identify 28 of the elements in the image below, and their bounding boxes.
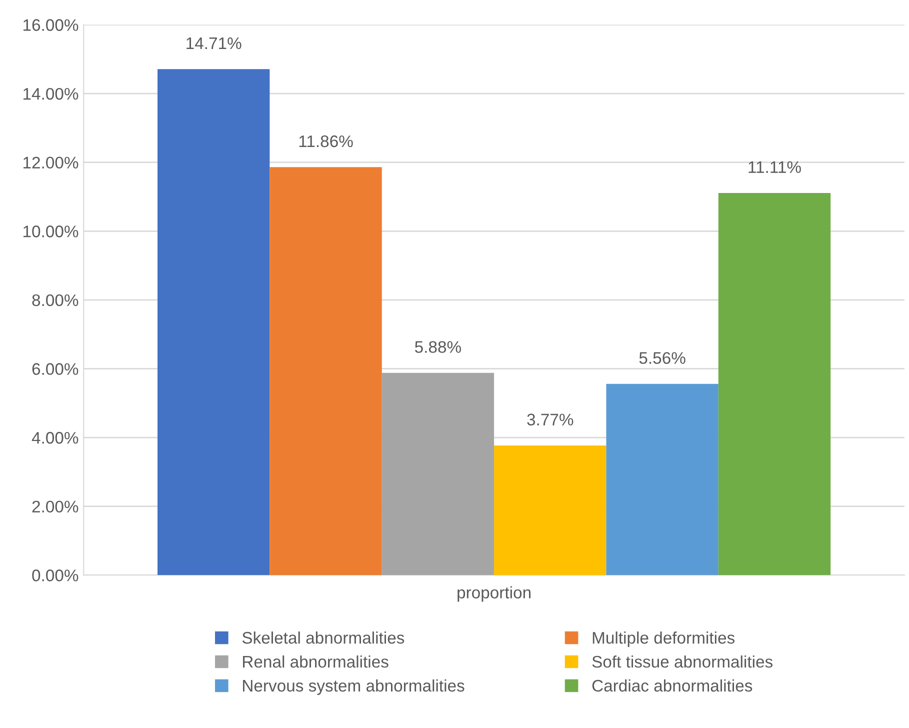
y-tick-label: 14.00%	[24, 88, 78, 100]
bar	[606, 384, 718, 576]
data-label: 11.86%	[299, 135, 353, 148]
bar	[270, 167, 382, 576]
legend-label: Renal abnormalities	[243, 655, 388, 668]
y-tick-label: 2.00%	[32, 500, 78, 513]
legend-label: Cardiac abnormalities	[592, 679, 752, 692]
y-tick-label: 10.00%	[24, 226, 78, 238]
data-label: 11.11%	[748, 161, 801, 173]
y-tick-label: 16.00%	[24, 19, 78, 31]
data-label: 5.56%	[639, 352, 686, 364]
data-label: 3.77%	[527, 414, 574, 426]
y-tick-label: 0.00%	[32, 570, 78, 582]
y-tick-label: 8.00%	[32, 294, 78, 306]
legend-label: Multiple deformities	[592, 631, 735, 648]
legend-label: Nervous system abnormalities	[243, 679, 464, 695]
bar	[382, 372, 494, 576]
bar	[718, 192, 831, 576]
bar	[158, 69, 270, 576]
bar	[494, 445, 606, 576]
x-tick-label: proportion	[458, 586, 530, 602]
data-label: 5.88%	[414, 341, 461, 353]
y-tick-label: 6.00%	[32, 363, 78, 375]
legend-label: Skeletal abnormalities	[242, 631, 404, 644]
y-tick-label: 4.00%	[32, 432, 78, 444]
y-tick-label: 12.00%	[24, 156, 78, 169]
data-label: 14.71%	[186, 37, 242, 50]
legend-label: Soft tissue abnormalities	[592, 655, 772, 668]
